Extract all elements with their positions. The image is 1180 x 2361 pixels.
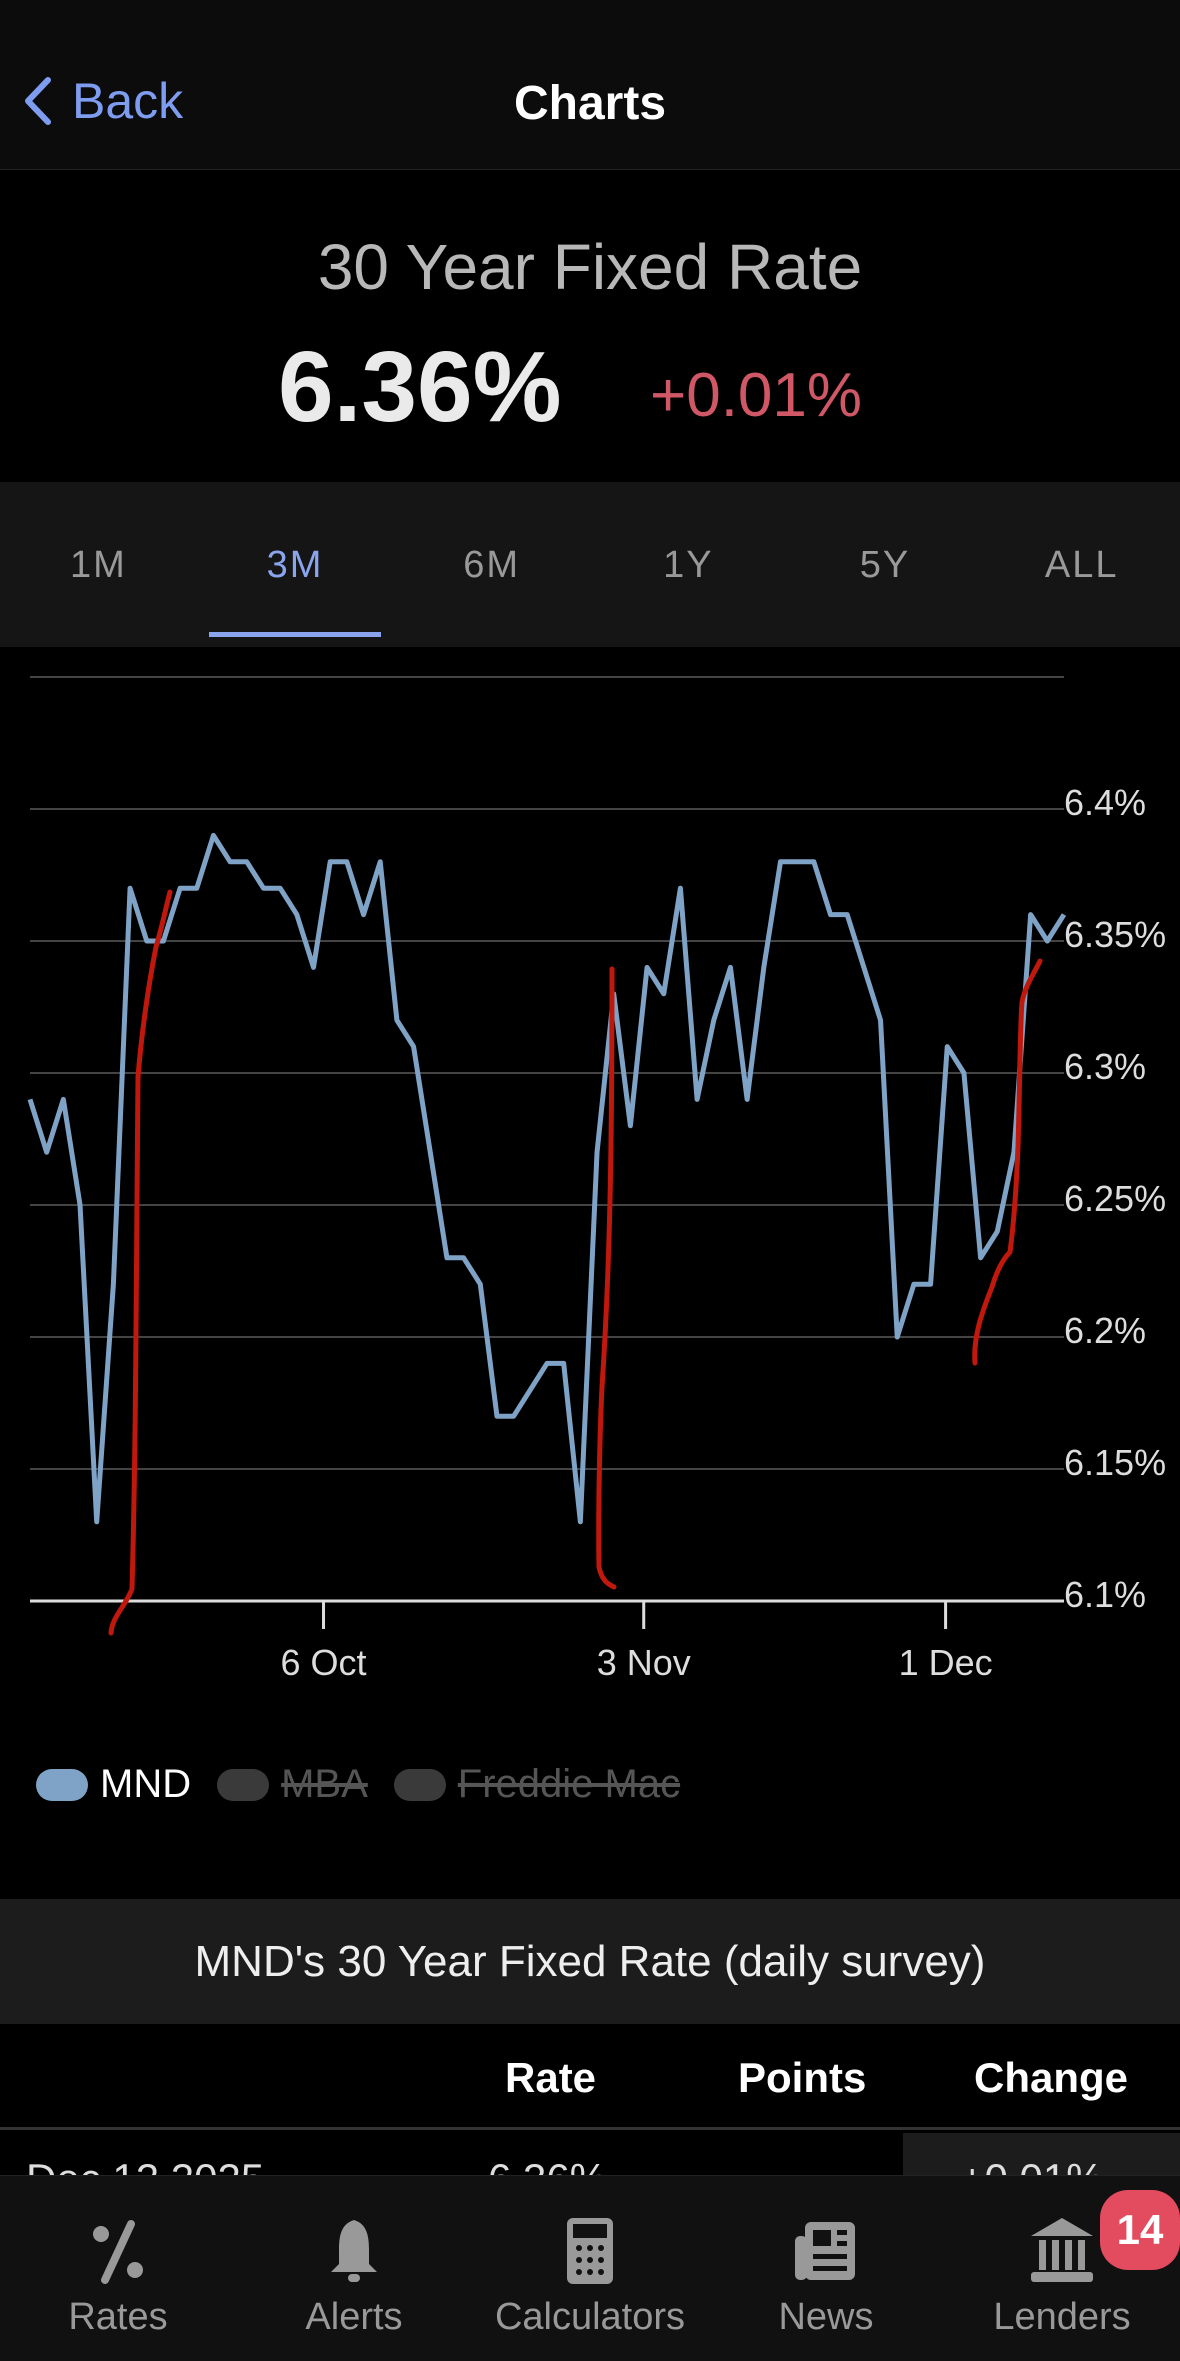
bank-icon	[1031, 2218, 1093, 2282]
x-tick-label: 1 Dec	[899, 1642, 993, 1683]
range-tabs: 1M 3M 6M 1Y 5Y ALL	[0, 482, 1180, 647]
back-label: Back	[72, 73, 184, 129]
rate-chart: 6.1% 6.15% 6.2% 6.25% 6.3% 6.35% 6.4% 6 Oct 3 No…	[27, 676, 1166, 1683]
newspaper-icon	[795, 2222, 855, 2280]
y-tick-label: 6.2%	[1064, 1310, 1146, 1351]
annotation-stroke	[596, 966, 617, 1590]
legend-mba[interactable]: MBA	[217, 1762, 368, 1807]
calculator-icon	[567, 2218, 613, 2284]
rate-value: 6.36%	[278, 331, 562, 443]
tabbar-label: Calculators	[494, 2296, 686, 2338]
tabbar-alerts[interactable]: Alerts	[236, 2176, 472, 2361]
bell-icon	[331, 2220, 377, 2282]
legend-freddie-mac[interactable]: Freddie Mac	[393, 1762, 681, 1807]
annotation-stroke	[108, 889, 173, 1636]
chart-legend: MND MBA Freddie Mac	[36, 1762, 706, 1807]
tab-3m[interactable]: 3M	[197, 482, 394, 647]
page-title: Charts	[513, 77, 667, 130]
series-line-mnd	[27, 832, 1067, 1525]
row-date: Dec 12 2025	[26, 2155, 264, 2175]
tabbar-label: News	[778, 2296, 874, 2338]
tabbar-label: Alerts	[305, 2296, 403, 2338]
tabbar-news[interactable]: News	[708, 2176, 944, 2361]
y-tick-label: 6.25%	[1064, 1178, 1166, 1219]
tab-all[interactable]: ALL	[1044, 544, 1119, 586]
tabbar-label: Lenders	[993, 2296, 1131, 2338]
legend-label: Freddie Mac	[457, 1762, 681, 1806]
tabbar-label: Rates	[68, 2296, 168, 2338]
header-points: Points	[738, 2054, 867, 2101]
x-tick-label: 3 Nov	[597, 1642, 691, 1683]
rate-change: +0.01%	[650, 361, 863, 430]
y-tick-label: 6.3%	[1064, 1046, 1146, 1087]
y-tick-label: 6.35%	[1064, 914, 1166, 955]
rate-summary: 30 Year Fixed Rate 6.36% +0.01%	[0, 170, 1180, 482]
legend-swatch	[36, 1768, 88, 1801]
tab-6m[interactable]: 6M	[463, 544, 521, 586]
tabbar-lenders[interactable]: Lenders 14	[944, 2176, 1180, 2361]
tab-5y[interactable]: 5Y	[859, 544, 911, 586]
x-tick-label: 6 Oct	[281, 1642, 367, 1683]
legend-label: MBA	[281, 1762, 368, 1806]
notification-badge: 14	[1100, 2190, 1180, 2270]
legend-swatch	[393, 1768, 446, 1801]
change-cell-bg	[903, 2133, 1180, 2175]
percent-icon	[93, 2220, 143, 2284]
back-button[interactable]: Back	[22, 72, 183, 130]
legend-mnd[interactable]: MND	[36, 1762, 191, 1807]
y-tick-label: 6.15%	[1064, 1442, 1166, 1483]
row-rate: 6.36%	[488, 2155, 607, 2175]
tab-bar: Rates Alerts Calculators News Lenders 14	[0, 2175, 1180, 2361]
section-title: MND's 30 Year Fixed Rate (daily survey)	[0, 1899, 1180, 2024]
chevron-left-icon	[25, 77, 51, 125]
legend-swatch	[217, 1768, 270, 1801]
y-tick-label: 6.4%	[1064, 782, 1146, 823]
table-row[interactable]: Dec 12 2025 6.36% +0.01%	[0, 2133, 1180, 2175]
header-change: Change	[974, 2054, 1129, 2101]
header-rate: Rate	[505, 2054, 597, 2101]
row-change: +0.01%	[960, 2155, 1104, 2175]
annotation-marks	[108, 889, 1043, 1636]
rate-title: 30 Year Fixed Rate	[317, 231, 863, 303]
tab-1y[interactable]: 1Y	[663, 544, 714, 586]
y-tick-label: 6.1%	[1064, 1574, 1146, 1615]
table-header: Rate Points Change	[0, 2024, 1180, 2130]
legend-label: MND	[100, 1762, 192, 1806]
tabbar-rates[interactable]: Rates	[0, 2176, 236, 2361]
annotation-stroke	[972, 958, 1043, 1366]
tab-1m[interactable]: 1M	[69, 544, 127, 586]
nav-bar: Back Charts	[0, 0, 1180, 170]
tabbar-calculators[interactable]: Calculators	[472, 2176, 708, 2361]
